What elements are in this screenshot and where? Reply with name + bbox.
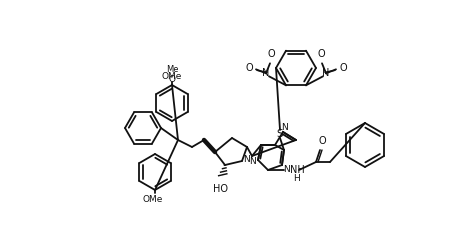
Text: O: O: [267, 49, 275, 59]
Text: N: N: [262, 68, 269, 78]
Text: OMe: OMe: [162, 72, 182, 81]
Text: O: O: [318, 136, 326, 146]
Text: O: O: [339, 63, 347, 73]
Text: OMe: OMe: [143, 195, 163, 204]
Text: N: N: [322, 68, 330, 78]
Text: H: H: [294, 174, 300, 183]
Text: N: N: [248, 157, 255, 166]
Text: O: O: [169, 76, 176, 84]
Text: S: S: [276, 129, 283, 139]
Text: HO: HO: [213, 184, 228, 194]
Text: N: N: [244, 154, 250, 164]
Text: Me: Me: [166, 65, 178, 74]
Text: O: O: [317, 49, 325, 59]
Text: O: O: [245, 63, 253, 73]
Text: N: N: [283, 165, 290, 174]
Text: N: N: [282, 123, 289, 133]
Text: NH: NH: [290, 165, 305, 175]
